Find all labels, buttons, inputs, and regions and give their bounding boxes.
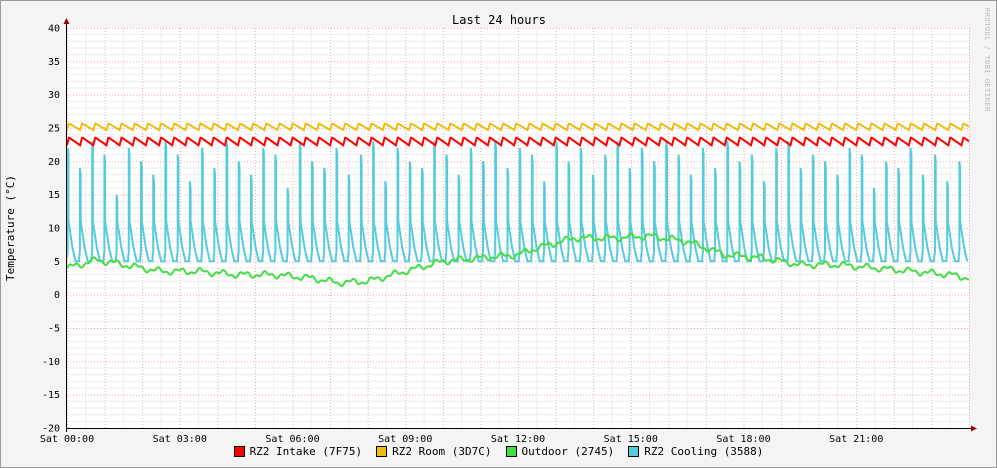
legend-swatch (233, 446, 245, 457)
x-tick-label: Sat 18:00 (716, 434, 770, 445)
legend-item: RZ2 Intake (7F75) (233, 445, 363, 458)
legend-item: RZ2 Cooling (3588) (628, 445, 763, 458)
x-tick-label: Sat 21:00 (829, 434, 883, 445)
y-tick-label: 40 (48, 24, 60, 35)
chart-title: Last 24 hours (452, 13, 546, 27)
x-axis-arrow (971, 425, 977, 432)
y-tick-label: -10 (42, 357, 60, 368)
y-tick-label: -15 (42, 390, 60, 401)
series-line-outdoor (66, 232, 970, 287)
y-tick-label: -5 (48, 324, 60, 335)
y-tick-label: 0 (54, 290, 60, 301)
x-tick-label: Sat 09:00 (378, 434, 432, 445)
y-tick-label: 5 (54, 257, 60, 268)
y-tick-label: 35 (48, 57, 60, 68)
x-tick-label: Sat 06:00 (265, 434, 319, 445)
y-tick-label: -20 (42, 424, 60, 435)
legend-label: RZ2 Cooling (3588) (644, 445, 764, 458)
legend-item: Outdoor (2745) (505, 445, 615, 458)
x-tick-label: Sat 15:00 (604, 434, 658, 445)
y-axis-label: Temperature (°C) (4, 175, 17, 281)
legend-item: RZ2 Room (3D7C) (376, 445, 492, 458)
y-tick-label: 15 (48, 190, 60, 201)
rrdtool-watermark: RRDTOOL / TOBI OETIKER (983, 8, 991, 112)
y-axis-arrow (63, 18, 70, 24)
series-line-rz2-cooling (66, 141, 969, 263)
x-tick-label: Sat 12:00 (491, 434, 545, 445)
series-line-rz2-intake (66, 136, 970, 147)
series-line-rz2-room (66, 122, 970, 132)
legend-swatch (505, 446, 517, 457)
legend-swatch (628, 446, 640, 457)
y-tick-label: 30 (48, 90, 60, 101)
legend-swatch (376, 446, 388, 457)
y-tick-label: 10 (48, 224, 60, 235)
y-tick-label: 20 (48, 157, 60, 168)
legend-label: Outdoor (2745) (521, 445, 615, 458)
legend: RZ2 Intake (7F75) RZ2 Room (3D7C) Outdoor … (0, 445, 997, 458)
legend-label: RZ2 Intake (7F75) (249, 445, 363, 458)
x-tick-label: Sat 00:00 (40, 434, 94, 445)
x-tick-label: Sat 03:00 (153, 434, 207, 445)
legend-label: RZ2 Room (3D7C) (392, 445, 492, 458)
y-tick-label: 25 (48, 124, 60, 135)
